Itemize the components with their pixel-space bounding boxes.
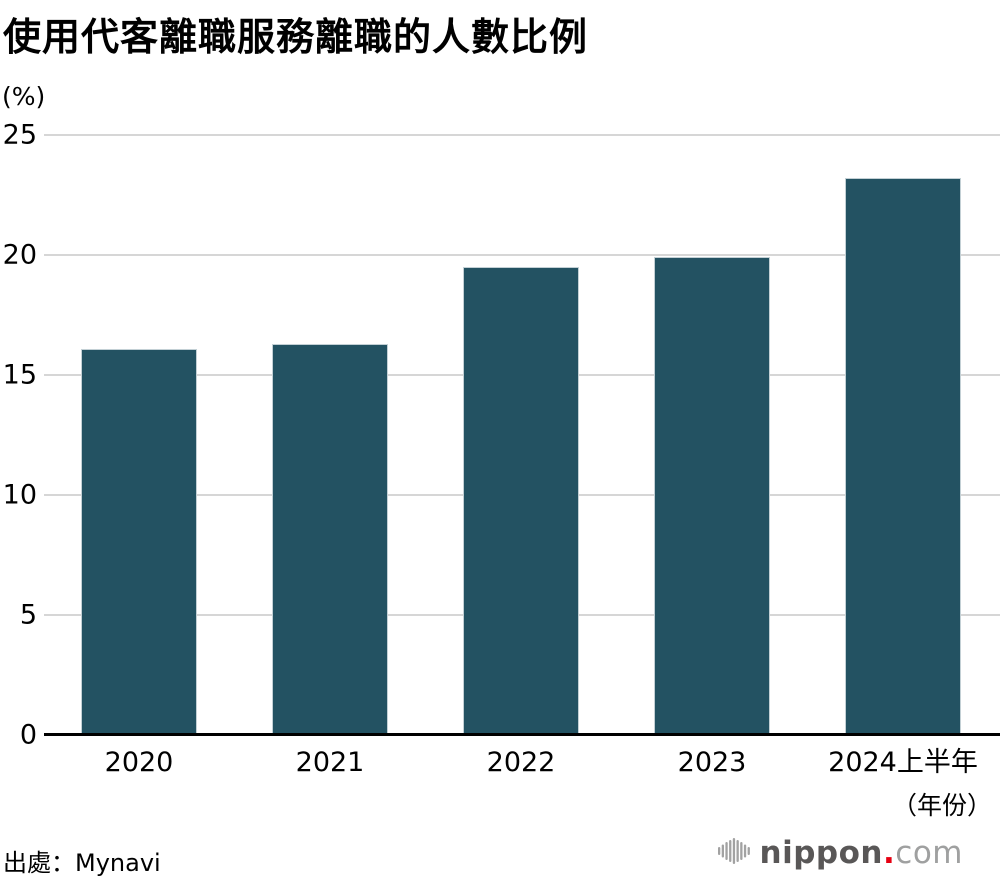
logo-nippon-text: nippon [759,834,883,871]
logo-dot-text: . [883,834,896,871]
bar-4 [845,178,961,735]
logo-wordmark: nippon.com [759,834,963,871]
y-tick-label-5: 5 [19,599,37,631]
chart-title: 使用代客離職服務離職的人數比例 [3,15,589,59]
y-tick-label-0: 0 [19,719,37,751]
soundwave-bars-icon [717,836,751,870]
nippon-com-logo: nippon.com [717,834,963,871]
bar-0 [81,348,197,735]
x-axis-unit-label: （年份） [891,791,992,820]
x-tick-label-3: 2023 [677,747,747,778]
x-tick-label-4: 2024上半年 [828,747,978,778]
source-text: 出處：Mynavi [3,849,161,877]
bar-1 [272,343,388,735]
y-tick-label-20: 20 [2,239,37,271]
bar-2 [463,267,579,735]
gridline-20 [44,254,1000,256]
x-tick-label-2: 2022 [486,747,556,778]
gridline-25 [44,134,1000,136]
bar-3 [654,257,770,735]
logo-com-text: com [895,834,963,871]
y-tick-label-25: 25 [2,119,37,151]
y-tick-label-10: 10 [2,479,37,511]
x-tick-label-0: 2020 [104,747,174,778]
x-tick-label-1: 2021 [295,747,365,778]
x-axis-baseline [44,733,1000,736]
y-tick-label-15: 15 [2,359,37,391]
y-axis-unit-label: (%) [2,82,46,111]
plot-area [44,134,1000,736]
